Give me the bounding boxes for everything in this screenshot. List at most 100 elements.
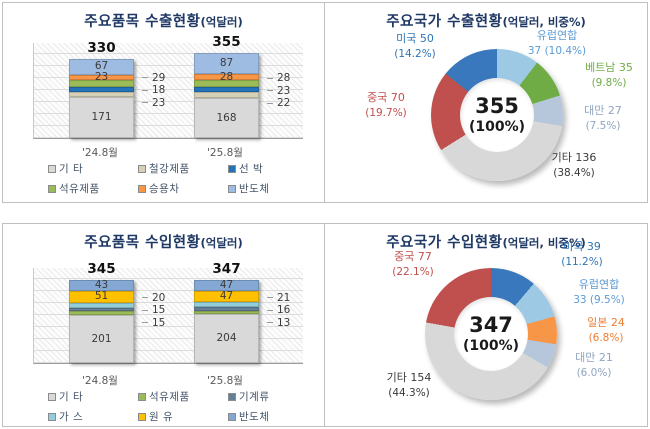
legend-item: 승용차 [138, 181, 228, 196]
bar-segment: 201 [69, 314, 134, 363]
bar-segment [69, 80, 134, 88]
legend-swatch [228, 412, 236, 421]
segment-value: 47 [219, 278, 234, 291]
legend-label: 가 스 [59, 411, 84, 423]
donut-label-line2: (44.3%) [388, 386, 430, 399]
donut-label-line1: 중국 77 [394, 250, 432, 263]
bar-segment [194, 92, 259, 98]
stacked-bar: 171 23 67 [69, 58, 134, 138]
legend-label: 석유제품 [59, 183, 100, 195]
segment-value: 171 [91, 111, 112, 124]
chart-title-unit: (억달러) [200, 15, 243, 29]
legend-label: 기 타 [59, 163, 84, 175]
legend-swatch [228, 392, 236, 401]
legend-label: 승용차 [149, 183, 180, 195]
segment-side-value: 22 [267, 97, 290, 109]
panel-export-by-country: 주요국가 수출현황(억달러, 비중%) 355 (100%) 유럽연합 37 (1… [325, 3, 647, 202]
bottom-row: 주요품목 수입현황(억달러) 201 51 43 345 20 15 15 204 47 47 34… [2, 223, 648, 427]
legend-item: 석유제품 [138, 389, 228, 404]
legend-swatch [48, 392, 56, 401]
legend-swatch [228, 164, 236, 173]
legend-item: 반도체 [228, 409, 318, 424]
segment-side-value: 28 [267, 72, 290, 84]
segment-side-value: 15 [142, 317, 165, 329]
donut-label-line1: 베트남 35 [585, 61, 633, 74]
chart-title: 주요품목 수입현황(억달러) [3, 231, 324, 252]
segment-side-value: 23 [267, 85, 290, 97]
donut-center-value: 347 [469, 313, 513, 338]
bar-segment [194, 310, 259, 314]
panel-import-by-country: 주요국가 수입현황(억달러, 비중%) 347 (100%) 미국 39 (11.… [325, 224, 647, 426]
segment-value: 87 [219, 56, 234, 69]
bar-segment [69, 87, 134, 92]
bar-segment: 47 [194, 290, 259, 303]
bar-total: 345 [87, 261, 116, 278]
chart-title-unit: (억달러) [200, 236, 243, 250]
bar-plot-area: 171 23 67 330 29 18 23 168 28 87 355 28 23 22 [33, 34, 303, 139]
donut-label-line2: (19.7%) [365, 106, 407, 119]
donut-label: 대만 21 (6.0%) [563, 351, 625, 380]
legend-item: 기 타 [48, 161, 138, 176]
stacked-bar: 201 51 43 [69, 280, 134, 363]
bar-segment [69, 302, 134, 308]
bar-segment: 171 [69, 97, 134, 138]
bar-segment: 168 [194, 97, 259, 138]
donut-label-line2: (7.5%) [585, 119, 621, 132]
bar-segment: 204 [194, 314, 259, 363]
stacked-bar: 204 47 47 [194, 278, 259, 363]
segment-value: 168 [216, 111, 237, 124]
x-axis-label: '24.8월 [82, 375, 118, 387]
donut-label: 베트남 35 (9.8%) [573, 61, 645, 90]
bar-total: 355 [212, 33, 241, 50]
legend-label: 반도체 [239, 411, 270, 423]
bar-segment: 23 [69, 72, 134, 82]
legend-label: 석유제품 [149, 391, 190, 403]
bar-segment: 43 [69, 280, 134, 291]
segment-side-value: 29 [142, 72, 165, 84]
bar-segment [194, 302, 259, 308]
chart-title-main: 주요품목 수입현황 [84, 235, 201, 251]
donut-area: 355 (100%) 유럽연합 37 (10.4%) 베트남 35 (9.8%) 대만 … [325, 3, 647, 202]
legend: 기 타 석유제품 기계류 가 스 원 유 반도체 [48, 389, 318, 424]
chart-title-main: 주요국가 수입현황 [386, 235, 503, 251]
segment-side-value: 13 [267, 317, 290, 329]
donut-label-line1: 미국 39 [563, 240, 601, 253]
chart-title: 주요품목 수출현황(억달러) [3, 10, 324, 31]
x-axis-label: '25.8월 [207, 147, 243, 159]
donut-label-line1: 일본 24 [587, 316, 625, 329]
legend: 기 타 철강제품 선 박 석유제품 승용차 반도체 [48, 161, 318, 196]
segment-side-value: 23 [142, 97, 165, 109]
segment-value: 201 [91, 332, 112, 345]
donut-center-pct: (100%) [462, 337, 520, 354]
donut-chart: 347 (100%) [425, 268, 557, 400]
donut-label-line1: 기타 154 [386, 371, 432, 384]
segment-value: 28 [219, 70, 234, 83]
legend-item: 원 유 [138, 409, 228, 424]
legend-swatch [48, 412, 56, 421]
donut-label-line2: (22.1%) [392, 265, 434, 278]
donut-area: 347 (100%) 미국 39 (11.2%) 유럽연합 33 (9.5%) 일본 2… [325, 224, 647, 426]
legend-label: 선 박 [239, 163, 264, 175]
donut-label-line2: (11.2%) [561, 255, 603, 268]
legend-item: 기계류 [228, 389, 318, 404]
bar-plot-area: 201 51 43 345 20 15 15 204 47 47 347 21 16 13 [33, 261, 303, 364]
donut-label-line2: 33 (9.5%) [573, 293, 625, 306]
donut-label-line1: 대만 21 [575, 351, 613, 364]
segment-side-value: 20 [142, 292, 165, 304]
chart-title: 주요국가 수입현황(억달러, 비중%) [325, 231, 647, 252]
donut-label-line2: (6.8%) [588, 331, 624, 344]
donut-label-line1: 대만 27 [584, 104, 622, 117]
chart-title-main: 주요국가 수출현황 [386, 14, 503, 30]
donut-label: 기타 136 (38.4%) [539, 151, 609, 180]
legend-swatch [138, 412, 146, 421]
bar-segment [194, 86, 259, 93]
legend-item: 석유제품 [48, 181, 138, 196]
bar-segment [194, 307, 259, 311]
legend-item: 선 박 [228, 161, 318, 176]
x-axis-label: '24.8월 [82, 147, 118, 159]
donut-label: 유럽연합 33 (9.5%) [559, 278, 639, 307]
segment-side-value: 15 [142, 304, 165, 316]
donut-label-line2: (6.0%) [576, 366, 612, 379]
donut-center: 355 (100%) [460, 78, 534, 152]
chart-title-unit: (억달러, 비중%) [502, 15, 586, 29]
